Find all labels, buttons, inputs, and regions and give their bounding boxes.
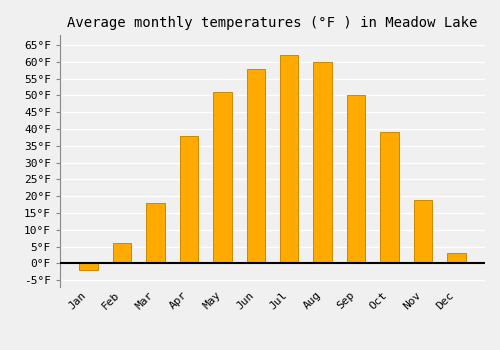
Bar [213,92,232,264]
Bar [280,55,298,264]
Bar [347,96,366,264]
Bar [314,62,332,264]
Bar [113,243,131,264]
Title: Average monthly temperatures (°F ) in Meadow Lake: Average monthly temperatures (°F ) in Me… [68,16,478,30]
Bar [448,253,466,264]
Bar [380,132,399,264]
Bar [246,69,265,264]
Bar [80,264,98,270]
Bar [180,136,198,264]
Bar [414,199,432,264]
Bar [146,203,165,264]
